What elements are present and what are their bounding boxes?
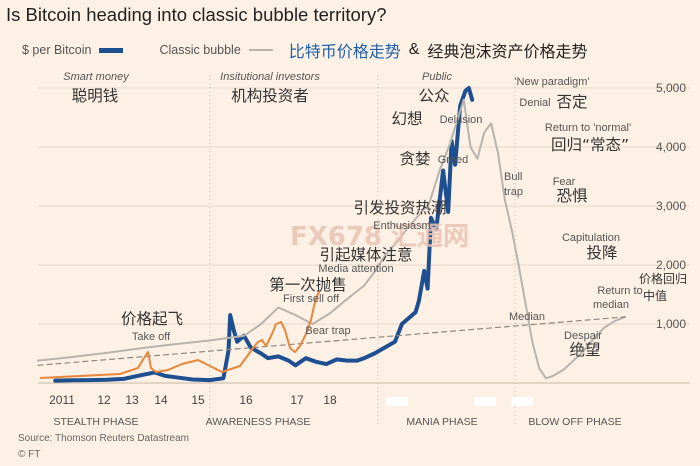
tick-mask <box>386 397 408 406</box>
x-tick-label: 13 <box>125 393 139 407</box>
annotation-cn-return-to-median-2: 中值 <box>643 288 667 303</box>
legend-classic-swatch <box>248 49 273 51</box>
legend-btc-swatch <box>99 47 124 53</box>
median-line <box>37 316 626 366</box>
ft-copyright: © FT <box>18 449 41 460</box>
series-layer <box>37 86 626 383</box>
y-tick-label: 1,000 <box>656 317 686 331</box>
annotation-cn-media-attention: 引起媒体注意 <box>319 245 412 264</box>
annotation-cn-return-to-normal: 回归“常态” <box>551 136 629 154</box>
annotation-en-bull-trap-2: trap <box>504 186 523 198</box>
classic-bubble-line <box>37 98 626 380</box>
x-tick-label: 14 <box>154 393 168 407</box>
legend-cn-title-1: 比特币价格走势 <box>288 44 401 61</box>
phase-label: BLOW OFF PHASE <box>528 416 621 428</box>
annotation-en-new-paradigm: 'New paradigm' <box>514 76 589 88</box>
annotation-en-first-sell-off: First sell off <box>283 293 340 305</box>
legend-btc-label: $ per Bitcoin <box>22 43 92 57</box>
y-tick-label: 2,000 <box>656 258 686 272</box>
annotation-en-media-attention: Media attention <box>318 263 393 275</box>
y-tick-label: 3,000 <box>656 199 686 213</box>
annotation-en-insitutional-investors: Insitutional investors <box>220 71 320 83</box>
annotation-en-return-to-median: Return to <box>597 285 642 297</box>
annotation-en-bear-trap: Bear trap <box>305 325 350 337</box>
annotation-cn-greed: 贪婪 <box>399 150 430 168</box>
x-tick-label: 17 <box>290 393 304 407</box>
annotation-cn-fear: 恐惧 <box>556 187 587 205</box>
legend-cn-title-2: 经典泡沫资产价格走势 <box>427 44 588 61</box>
annotation-cn-insitutional-investors: 机构投资者 <box>231 87 309 105</box>
phase-label: MANIA PHASE <box>406 416 477 428</box>
bitcoin-price-line <box>53 86 475 383</box>
x-tick-label: 2011 <box>49 393 75 407</box>
chart-legend: $ per Bitcoin Classic bubble 比特币价格走势 & 经… <box>22 38 587 62</box>
annotation-en-greed: Greed <box>438 154 469 166</box>
annotation-cn-denial: 否定 <box>556 93 587 111</box>
phase-label: AWARENESS PHASE <box>206 416 311 428</box>
annotation-cn-smart-money: 聪明钱 <box>72 87 119 105</box>
legend-amp: & <box>408 41 420 58</box>
x-tick-label: 18 <box>323 393 337 407</box>
y-tick-label: 5,000 <box>656 81 686 95</box>
annotation-cn-capitulation: 投降 <box>586 244 617 262</box>
annotation-en-median: Median <box>509 311 545 323</box>
annotation-cn-public: 公众 <box>418 87 449 105</box>
annotation-cn-first-sell-off: 第一次抛售 <box>269 276 347 294</box>
annotation-en-fear: Fear <box>553 176 576 188</box>
tick-mask <box>511 397 533 406</box>
annotation-en-return-to-normal: Return to 'normal' <box>545 122 631 134</box>
annotation-cn-take-off: 价格起飞 <box>121 310 183 328</box>
y-tick-label: 4,000 <box>656 140 686 154</box>
annotation-en-despair: Despair <box>564 330 602 342</box>
annotation-en-take-off: Take off <box>132 331 171 343</box>
annotation-en-capitulation: Capitulation <box>562 232 620 244</box>
annotation-en-return-to-median-2: median <box>593 299 629 311</box>
overlay-trace-line <box>39 289 321 379</box>
annotation-en-enthusiasm: Enthusiasm <box>373 220 430 232</box>
annotation-layer: FX678 汇通网 Smart money 聪明钱 Insitutional inve… <box>63 71 687 359</box>
x-tick-label: 16 <box>239 393 253 407</box>
grid-layer <box>38 87 690 384</box>
source-note: Source: Thomson Reuters Datastream <box>18 433 190 444</box>
tick-mask <box>474 397 496 406</box>
x-tick-label: 15 <box>191 393 205 407</box>
annotation-en-smart-money: Smart money <box>63 71 130 83</box>
watermark: FX678 汇通网 <box>290 222 469 252</box>
annotation-en-public: Public <box>422 71 452 83</box>
annotation-en-delusion: Delusion <box>440 114 483 126</box>
legend-classic-label: Classic bubble <box>159 43 241 57</box>
annotation-cn-despair: 绝望 <box>569 341 600 359</box>
chart-title: Is Bitcoin heading into classic bubble t… <box>6 4 387 25</box>
annotation-en-denial: Denial <box>519 97 550 109</box>
annotation-cn-return-to-median: 价格回归 <box>639 271 687 286</box>
phase-label: STEALTH PHASE <box>54 416 139 428</box>
x-tick-label: 12 <box>97 393 111 407</box>
annotation-cn-delusion: 幻想 <box>391 110 422 128</box>
annotation-cn-enthusiasm: 引发投资热潮 <box>353 199 446 217</box>
annotation-en-bull-trap: Bull <box>504 171 522 183</box>
tick-layer: 1,000 2,000 3,000 4,000 5,000 STEALTH PHASE AW… <box>49 81 686 428</box>
